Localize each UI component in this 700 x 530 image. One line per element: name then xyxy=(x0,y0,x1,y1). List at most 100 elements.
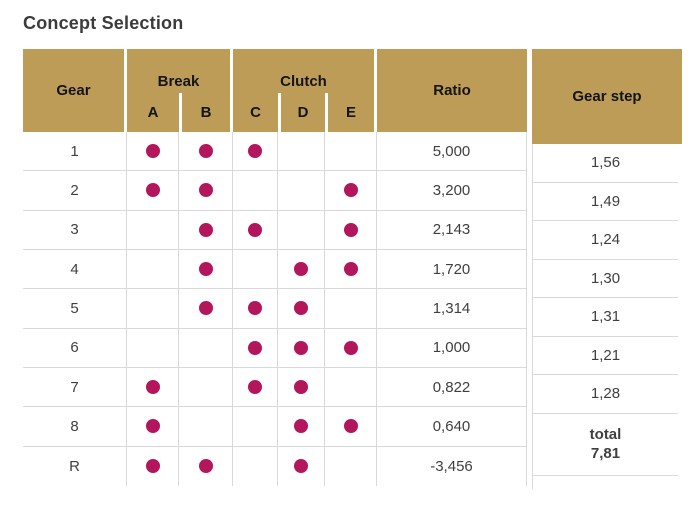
engaged-dot xyxy=(248,222,262,237)
element-cell-c xyxy=(233,367,278,407)
gear-step-column: 1,56 1,49 1,24 1,30 1,31 1,21 1,28 total 7,81 xyxy=(532,144,678,489)
element-cell-a xyxy=(127,171,179,210)
element-cell-b xyxy=(179,367,233,407)
engaged-dot xyxy=(294,262,308,277)
ratio-cell: 1,720 xyxy=(377,249,527,289)
gear-cell: 5 xyxy=(23,289,127,328)
table-body: 1 5,000 2 3,200 3 2,143 4 1,720 5 1,314 6 1,000 7 0,8… xyxy=(23,132,527,486)
table-row: R -3,456 xyxy=(23,446,527,486)
element-cell-b xyxy=(179,446,233,486)
element-cell-c xyxy=(233,446,278,486)
engaged-dot xyxy=(343,222,358,237)
element-cell-e xyxy=(325,367,377,407)
table-row: 7 0,822 xyxy=(23,367,527,408)
ratio-cell: 2,143 xyxy=(377,210,527,249)
table-row: 1 5,000 xyxy=(23,132,527,172)
element-cell-a xyxy=(127,328,179,367)
gear-step-cell: 1,56 xyxy=(533,144,678,183)
element-cell-d xyxy=(278,249,325,289)
gear-step-cell: 1,24 xyxy=(533,221,678,260)
element-cell-c xyxy=(233,171,278,210)
ratio-cell: 1,314 xyxy=(377,289,527,328)
engaged-dot xyxy=(145,419,160,434)
element-cell-a xyxy=(127,446,179,486)
total-value: 7,81 xyxy=(590,445,621,462)
element-cell-c xyxy=(233,210,278,249)
element-cell-a xyxy=(127,132,179,171)
gear-step-cell: 1,28 xyxy=(533,375,678,414)
gear-step-cell: 1,21 xyxy=(533,337,678,375)
element-cell-b xyxy=(179,171,233,210)
engaged-dot xyxy=(145,459,160,474)
gear-cell: 7 xyxy=(23,367,127,407)
column-header-d: D xyxy=(278,93,325,132)
gear-cell: 2 xyxy=(23,171,127,210)
engaged-dot xyxy=(343,419,358,434)
engaged-dot xyxy=(145,183,160,198)
page-title: Concept Selection xyxy=(23,13,184,33)
element-cell-b xyxy=(179,289,233,328)
element-cell-d xyxy=(278,132,325,171)
engaged-dot xyxy=(198,262,213,277)
column-header-b: B xyxy=(179,93,230,132)
engaged-dot xyxy=(294,419,308,434)
group-label-clutch: Clutch xyxy=(280,73,327,90)
element-cell-e xyxy=(325,289,377,328)
engaged-dot xyxy=(343,183,358,198)
gear-step-total-cell: total 7,81 xyxy=(533,414,678,476)
element-cell-a xyxy=(127,289,179,328)
ratio-cell: -3,456 xyxy=(377,446,527,486)
element-cell-e xyxy=(325,210,377,249)
element-cell-e xyxy=(325,328,377,367)
element-cell-c xyxy=(233,328,278,367)
engaged-dot xyxy=(294,380,308,395)
table-row: 5 1,314 xyxy=(23,289,527,329)
element-cell-b xyxy=(179,328,233,367)
gear-cell: 6 xyxy=(23,328,127,367)
element-cell-a xyxy=(127,210,179,249)
column-header-ratio: Ratio xyxy=(377,49,527,132)
engaged-dot xyxy=(294,459,308,474)
engaged-dot xyxy=(145,144,160,159)
table-row: 6 1,000 xyxy=(23,328,527,368)
column-header-e: E xyxy=(325,93,374,132)
gear-step-empty-cell xyxy=(533,476,678,489)
total-label: total xyxy=(589,425,622,443)
engaged-dot xyxy=(343,262,358,277)
column-header-gear-step: Gear step xyxy=(532,49,682,144)
column-header-gear: Gear xyxy=(23,49,127,132)
table-row: 3 2,143 xyxy=(23,210,527,250)
element-cell-e xyxy=(325,171,377,210)
element-cell-b xyxy=(179,249,233,289)
engaged-dot xyxy=(294,301,308,316)
element-cell-d xyxy=(278,210,325,249)
engaged-dot xyxy=(248,380,262,395)
gear-cell: 3 xyxy=(23,210,127,249)
table-row: 2 3,200 xyxy=(23,171,527,211)
engaged-dot xyxy=(248,301,262,316)
engaged-dot xyxy=(198,222,213,237)
element-cell-b xyxy=(179,132,233,171)
engaged-dot xyxy=(198,144,213,159)
ratio-cell: 5,000 xyxy=(377,132,527,171)
gear-cell: 8 xyxy=(23,407,127,446)
element-cell-c xyxy=(233,132,278,171)
ratio-cell: 0,640 xyxy=(377,407,527,446)
element-cell-b xyxy=(179,407,233,446)
gear-step-cell: 1,30 xyxy=(533,260,678,298)
gear-cell: 1 xyxy=(23,132,127,171)
element-cell-a xyxy=(127,249,179,289)
element-cell-d xyxy=(278,367,325,407)
ratio-cell: 1,000 xyxy=(377,328,527,367)
group-label-break: Break xyxy=(157,73,200,90)
table-row: 8 0,640 xyxy=(23,407,527,447)
gear-cell: 4 xyxy=(23,249,127,289)
engaged-dot xyxy=(198,183,213,198)
element-cell-e xyxy=(325,446,377,486)
gear-cell: R xyxy=(23,446,127,486)
element-cell-e xyxy=(325,132,377,171)
